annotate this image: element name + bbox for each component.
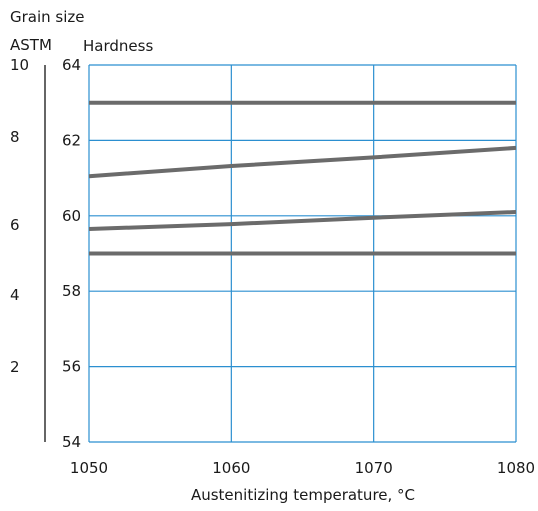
grain-tick-label-8: 8 bbox=[10, 128, 20, 146]
grain-tick-label-2: 2 bbox=[10, 358, 20, 376]
grain-size-axis-unit: ASTM bbox=[10, 36, 52, 54]
hardness-axis-title: Hardness bbox=[83, 37, 153, 55]
grain-size-axis-title: Grain size bbox=[10, 8, 85, 26]
y-tick-label-62: 62 bbox=[62, 131, 81, 149]
y-tick-label-56: 56 bbox=[62, 358, 81, 376]
series-line-3 bbox=[88, 210, 517, 231]
y-tick-label-54: 54 bbox=[62, 433, 81, 451]
series-line-2 bbox=[88, 145, 517, 179]
y-tick-label-58: 58 bbox=[62, 282, 81, 300]
x-tick-label-1060: 1060 bbox=[212, 459, 250, 477]
x-tick-label-1070: 1070 bbox=[355, 459, 393, 477]
y-tick-label-60: 60 bbox=[62, 207, 81, 225]
grain-tick-label-10: 10 bbox=[10, 56, 29, 74]
grain-tick-label-6: 6 bbox=[10, 216, 20, 234]
grain-tick-label-4: 4 bbox=[10, 286, 20, 304]
x-tick-label-1080: 1080 bbox=[497, 459, 535, 477]
series-lines bbox=[88, 100, 517, 256]
y-tick-label-64: 64 bbox=[62, 56, 81, 74]
x-tick-label-1050: 1050 bbox=[70, 459, 108, 477]
x-axis-title: Austenitizing temperature, °C bbox=[191, 486, 415, 504]
